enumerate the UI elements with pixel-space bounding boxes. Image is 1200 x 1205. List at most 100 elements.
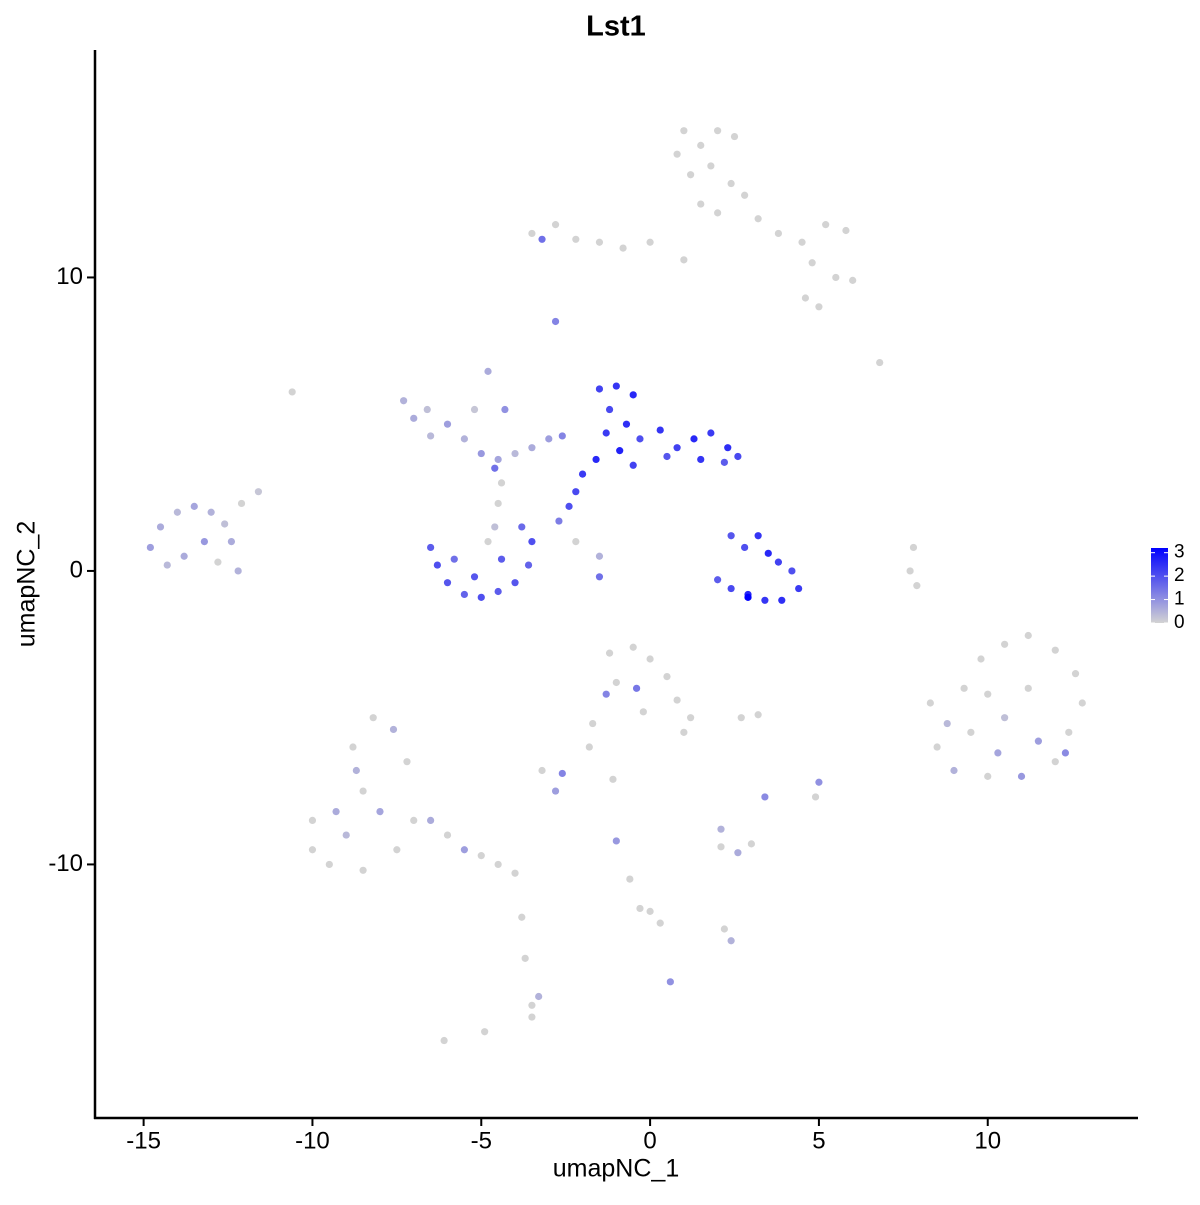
point [984,690,992,698]
point [572,537,580,546]
point [494,499,502,508]
point [730,132,739,141]
point [433,561,441,569]
point [690,435,698,443]
point [359,787,367,795]
point [612,678,620,687]
point [795,584,803,593]
point [207,508,215,516]
point [558,432,566,440]
point [511,869,519,877]
point [470,405,479,414]
point [518,913,526,921]
point [906,567,914,575]
point [511,579,519,587]
point [714,127,722,135]
point [237,499,246,508]
point [629,391,637,399]
point [595,385,604,393]
point [1024,684,1032,692]
point [477,852,485,860]
point [734,452,742,461]
point [774,558,783,566]
point [443,579,452,587]
point [727,179,735,188]
point [761,596,769,604]
point [494,860,502,869]
point [687,171,695,179]
point [761,793,769,801]
point [616,447,624,455]
point [832,273,840,282]
point [491,464,499,472]
point [605,405,614,414]
point [1024,631,1032,640]
point [595,573,604,581]
point [720,925,728,933]
point [1071,670,1080,678]
point [747,840,755,848]
point [646,655,654,663]
point [528,1001,536,1009]
point [680,127,688,135]
point [717,843,725,851]
point [288,388,296,396]
point [950,766,958,775]
point [359,866,367,874]
point [629,461,637,469]
point [524,561,533,569]
x-tick-label: -10 [295,1127,330,1154]
point [602,690,610,698]
point [460,846,468,854]
point [727,584,735,593]
point [342,831,350,839]
point [427,543,435,552]
point [545,435,553,443]
point [680,256,688,264]
point [673,696,681,704]
point [535,992,543,1001]
point [842,226,850,235]
point [521,954,529,962]
point [443,831,452,839]
point [1061,749,1070,757]
point [180,552,188,560]
x-tick-label: -15 [126,1127,161,1154]
point [450,555,458,563]
point [788,567,796,575]
point [484,367,492,375]
point [673,444,681,452]
point [714,209,722,217]
point [656,919,664,927]
point [572,488,580,496]
point [687,714,695,722]
chart-title: Lst1 [586,11,646,43]
point [477,449,485,458]
colorbar-label: 0 [1174,612,1185,633]
x-tick-label: 10 [974,1127,1001,1154]
point [1051,646,1059,654]
y-tick-label: 10 [56,263,83,290]
point [595,552,604,560]
point [427,432,435,440]
point [538,235,546,243]
point [754,532,762,540]
point [697,141,705,149]
point [619,244,627,252]
point [551,317,560,326]
point [801,294,810,302]
x-tick-label: 0 [643,1127,656,1154]
point [254,488,263,496]
point [717,825,725,833]
point [528,229,536,238]
point [558,769,566,778]
point [460,435,468,443]
point [646,238,654,246]
point [234,567,242,575]
point [744,593,752,601]
point [349,743,357,751]
colorbar [1151,548,1168,623]
point [707,429,715,437]
point [325,860,333,869]
point [589,719,597,728]
